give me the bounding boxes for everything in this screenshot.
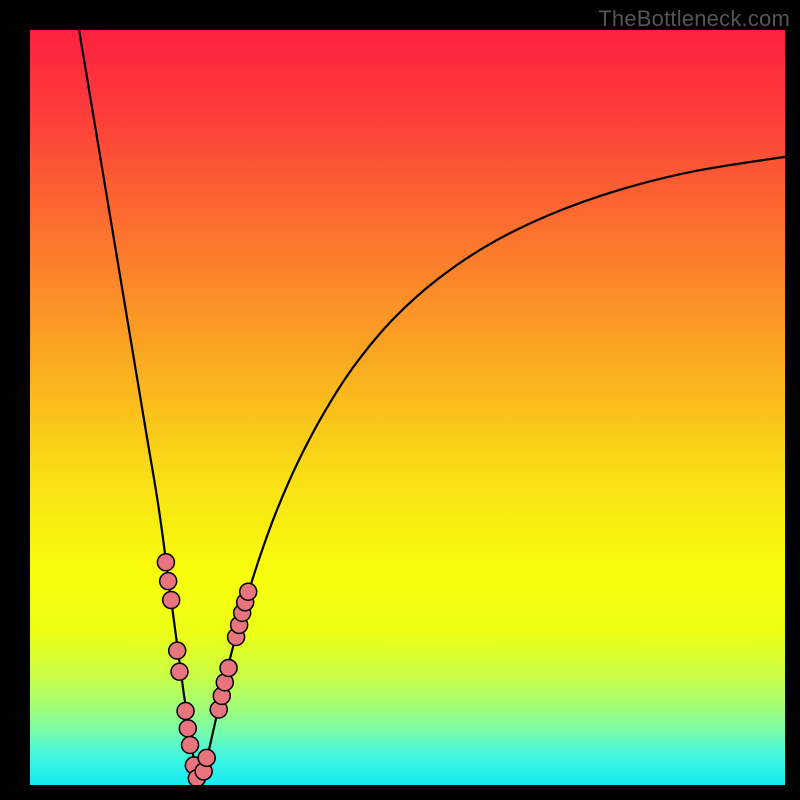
data-marker	[198, 749, 215, 766]
data-marker	[157, 554, 174, 571]
data-marker	[177, 703, 194, 720]
data-marker	[169, 642, 186, 659]
data-marker	[240, 583, 257, 600]
data-marker	[163, 592, 180, 609]
data-marker	[179, 720, 196, 737]
plot-area	[30, 30, 785, 785]
data-markers	[30, 30, 785, 785]
data-marker	[160, 573, 177, 590]
data-marker	[171, 663, 188, 680]
watermark-text: TheBottleneck.com	[598, 6, 790, 32]
data-marker	[220, 659, 237, 676]
data-marker	[182, 736, 199, 753]
